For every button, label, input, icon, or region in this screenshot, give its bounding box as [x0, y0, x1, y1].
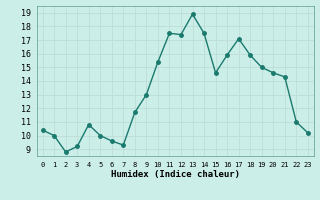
- X-axis label: Humidex (Indice chaleur): Humidex (Indice chaleur): [111, 170, 240, 179]
